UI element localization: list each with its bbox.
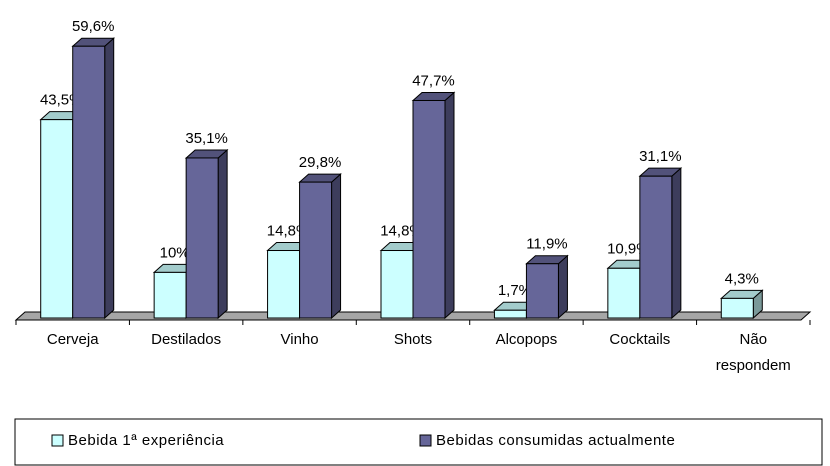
x-tick-label: Não respondem [716, 331, 791, 374]
legend-label: Bebidas consumidas actualmente [436, 432, 675, 449]
bar [71, 37, 116, 320]
bar-side [671, 167, 682, 320]
x-tick-label: Shots [394, 331, 432, 348]
bar-front [40, 119, 74, 319]
data-label: 4,3% [725, 270, 759, 287]
data-label: 10% [160, 244, 190, 261]
bar-front [299, 181, 333, 319]
bar [638, 167, 683, 320]
x-tick-label: Destilados [151, 331, 221, 348]
bar [298, 172, 342, 320]
bar-front [720, 297, 754, 319]
data-label: 11,9% [526, 236, 567, 253]
bar-front [153, 271, 187, 319]
data-label: 29,8% [299, 154, 342, 171]
legend-swatch [51, 434, 64, 447]
bar-front [380, 250, 414, 319]
legend-swatch [419, 434, 432, 447]
bar-front [185, 157, 219, 319]
x-tick-label: Cocktails [609, 331, 670, 348]
legend-label: Bebida 1ª experiência [68, 432, 224, 449]
bar-front [639, 175, 673, 319]
bar [411, 91, 456, 320]
bar-front [607, 267, 641, 319]
bar-front [412, 99, 446, 319]
bar-front [267, 250, 301, 319]
bar-side [557, 254, 568, 320]
bar-front [493, 309, 527, 319]
data-label: 10,9% [607, 240, 650, 257]
bar [184, 148, 229, 320]
bar [525, 254, 569, 320]
bar-side [444, 91, 455, 320]
data-label: 43,5% [40, 92, 83, 109]
data-label: 14,8% [380, 222, 423, 239]
bar-front [525, 263, 559, 319]
data-label: 47,7% [412, 72, 455, 89]
data-label: 59,6% [72, 18, 115, 35]
bar-side [331, 172, 342, 320]
x-tick-label: Vinho [281, 331, 319, 348]
legend-box [14, 418, 823, 466]
x-tick-label: Cerveja [47, 331, 99, 348]
bar-side [104, 37, 115, 320]
bar [719, 289, 764, 320]
data-label: 35,1% [185, 130, 228, 147]
data-label: 31,1% [639, 148, 682, 165]
data-label: 1,7% [498, 282, 532, 299]
data-label: 14,8% [267, 222, 310, 239]
bar-front [72, 45, 106, 319]
bar-side [217, 148, 228, 320]
x-tick-label: Alcopops [496, 331, 558, 348]
